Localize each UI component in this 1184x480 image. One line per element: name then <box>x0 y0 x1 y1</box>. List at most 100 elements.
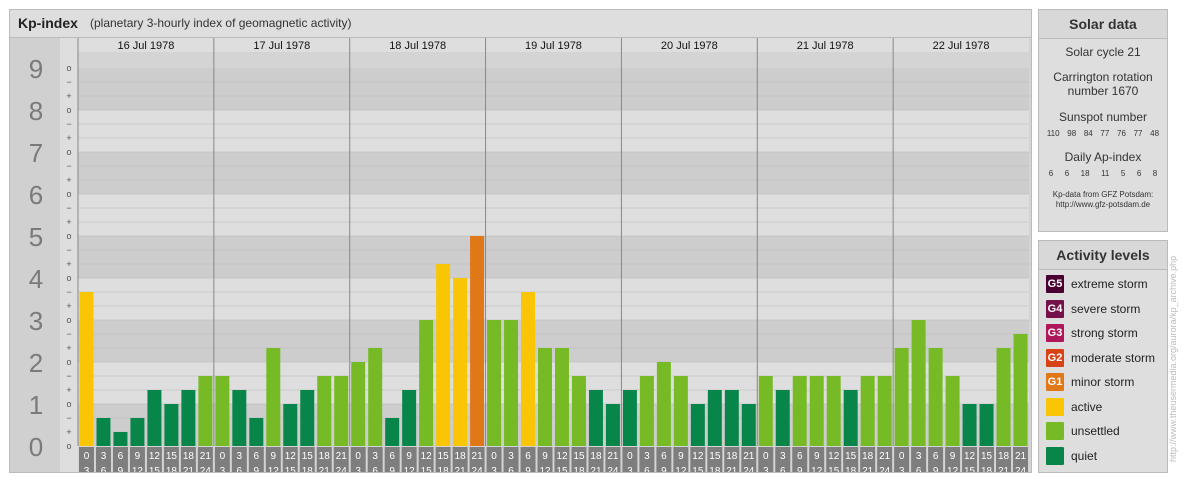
hour-cell <box>605 447 621 472</box>
hour-cell <box>741 447 757 472</box>
hour-cell <box>724 447 740 472</box>
y-tick-label: 2 <box>29 348 43 378</box>
kp-bar <box>368 348 383 446</box>
level-label: extreme storm <box>1071 277 1148 292</box>
hour-cell <box>146 447 162 472</box>
hour-label-end: 3 <box>627 466 633 472</box>
hour-cell <box>79 447 94 472</box>
hour-label-start: 6 <box>797 451 803 462</box>
kp-bar <box>571 375 586 446</box>
hour-cell <box>282 447 298 472</box>
hour-label-start: 9 <box>406 451 412 462</box>
hour-label-end: 15 <box>149 466 161 472</box>
kp-bar <box>96 417 111 446</box>
kp-bar <box>385 417 400 446</box>
hour-label-start: 6 <box>933 451 939 462</box>
hour-label-end: 21 <box>319 466 331 472</box>
hour-label-end: 3 <box>899 466 905 472</box>
hour-label-end: 18 <box>438 466 450 472</box>
kp-bar <box>538 348 552 446</box>
sunspot-value: 98 <box>1067 129 1077 138</box>
kp-bar <box>690 404 705 446</box>
hour-label-start: 3 <box>780 451 786 462</box>
credit-link[interactable]: http://www.gfz-potsdam.de <box>1055 200 1151 209</box>
hour-cell <box>520 447 536 472</box>
hour-cell <box>435 447 451 472</box>
hour-cell <box>775 447 791 472</box>
kp-bar <box>334 375 349 446</box>
hour-label-start: 21 <box>1015 451 1027 462</box>
hour-cell <box>911 447 927 472</box>
day-label: 19 Jul 1978 <box>525 40 582 52</box>
sunspot-value: 77 <box>1100 129 1110 138</box>
level-swatch: G4 <box>1046 299 1064 318</box>
minor-tick-label: o <box>66 105 71 115</box>
hour-cell <box>486 447 502 472</box>
hour-label-start: 21 <box>336 451 348 462</box>
hour-label-end: 18 <box>573 466 585 472</box>
kp-bar <box>979 404 994 446</box>
hour-label-start: 6 <box>254 451 260 462</box>
hour-cell <box>622 447 638 472</box>
kp-bar <box>588 390 603 446</box>
hour-cell <box>656 447 672 472</box>
hour-label-end: 24 <box>1015 466 1027 472</box>
hour-label-end: 21 <box>726 466 738 472</box>
hour-label-end: 18 <box>981 466 993 472</box>
hour-label-end: 6 <box>780 466 786 472</box>
kp-band <box>78 152 1029 194</box>
hour-label-start: 3 <box>644 451 650 462</box>
y-axis-column <box>10 38 60 472</box>
minor-tick-label: o <box>66 273 71 283</box>
hour-label-end: 9 <box>525 466 531 472</box>
hour-label-end: 21 <box>590 466 602 472</box>
kp-bar <box>113 432 128 446</box>
hour-label-end: 24 <box>472 466 484 472</box>
hour-label-end: 15 <box>556 466 568 472</box>
day-label: 22 Jul 1978 <box>933 40 990 52</box>
minor-tick-label: − <box>66 245 71 255</box>
kp-bar <box>724 390 739 446</box>
hour-label-start: 18 <box>998 451 1010 462</box>
hour-label-start: 15 <box>166 451 178 462</box>
level-label: minor storm <box>1071 375 1135 390</box>
hour-label-end: 9 <box>389 466 395 472</box>
y-tick-label: 7 <box>29 138 43 168</box>
hour-cell <box>928 447 944 472</box>
sunspot-value: 110 <box>1046 129 1060 138</box>
y-tick-label: 4 <box>29 264 43 294</box>
kp-bar <box>894 348 909 446</box>
hour-label-end: 21 <box>183 466 195 472</box>
hour-label-start: 0 <box>627 451 633 462</box>
level-label: quiet <box>1071 448 1098 463</box>
level-label: severe storm <box>1071 301 1141 316</box>
hour-label-start: 21 <box>607 451 619 462</box>
hour-label-end: 24 <box>200 466 212 472</box>
hour-cell <box>639 447 655 472</box>
hour-label-start: 12 <box>692 451 704 462</box>
ap-value: 18 <box>1080 169 1090 178</box>
hour-cell <box>826 447 842 472</box>
minor-tick-label: + <box>66 91 71 101</box>
level-label: active <box>1071 399 1103 414</box>
hour-label-end: 6 <box>644 466 650 472</box>
ap-value: 8 <box>1152 169 1158 178</box>
hour-label-start: 18 <box>726 451 738 462</box>
hour-label-end: 9 <box>933 466 939 472</box>
solar-data-title: Solar data <box>1039 10 1167 39</box>
activity-level-item: quiet <box>1039 444 1167 469</box>
hour-label-end: 9 <box>118 466 124 472</box>
hour-cell <box>163 447 179 472</box>
ap-value: 6 <box>1064 169 1070 178</box>
ap-values: 6 6 18 11 5 6 8 <box>1039 169 1167 178</box>
y-tick-label: 8 <box>29 96 43 126</box>
kp-bar <box>470 236 485 446</box>
kp-bar <box>521 291 536 446</box>
sunspot-values: 110 98 84 77 76 77 48 <box>1039 129 1167 138</box>
hour-label-end: 21 <box>455 466 467 472</box>
hour-label-end: 12 <box>404 466 416 472</box>
hour-label-start: 12 <box>964 451 976 462</box>
kp-bar <box>639 375 654 446</box>
y-tick-label: 5 <box>29 222 43 252</box>
hour-cell <box>537 447 553 472</box>
